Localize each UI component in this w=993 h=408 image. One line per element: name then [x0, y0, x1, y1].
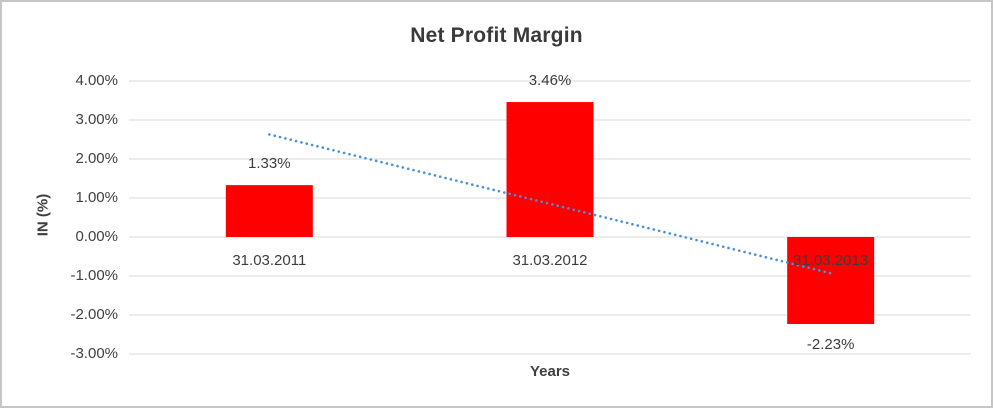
value-label: 1.33% — [248, 155, 291, 173]
bar-31.03.2012 — [506, 102, 594, 237]
y-tick-label: 0.00% — [75, 228, 118, 245]
y-tick-label: -1.00% — [70, 267, 118, 284]
bar-31.03.2011 — [225, 185, 313, 237]
chart-title: Net Profit Margin — [410, 24, 583, 47]
category-label: 31.03.2011 — [232, 252, 307, 269]
category-label: 31.03.2012 — [512, 252, 588, 269]
y-tick-label: 2.00% — [75, 150, 118, 167]
y-tick-label: -3.00% — [70, 345, 118, 362]
y-tick-label: 3.00% — [75, 111, 118, 128]
value-label: 3.46% — [528, 72, 572, 90]
y-tick-label: 4.00% — [75, 72, 118, 89]
category-label: 31.03.2013 — [793, 252, 869, 269]
y-tick-label: -2.00% — [70, 306, 118, 323]
value-label: -2.23% — [806, 335, 855, 353]
bar-31.03.2013 — [787, 237, 875, 324]
y-tick-label: 1.00% — [75, 189, 118, 206]
x-axis-title: Years — [529, 363, 571, 380]
